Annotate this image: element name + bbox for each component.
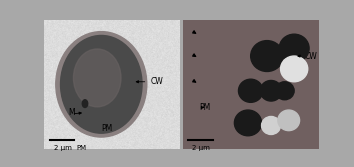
Text: 2 μm: 2 μm [54, 145, 72, 151]
Ellipse shape [260, 80, 282, 101]
Ellipse shape [56, 32, 147, 137]
Ellipse shape [281, 56, 308, 82]
Ellipse shape [275, 82, 294, 100]
FancyBboxPatch shape [179, 16, 323, 159]
Ellipse shape [73, 49, 121, 107]
Text: 2 μm: 2 μm [192, 145, 210, 151]
Text: CW: CW [305, 52, 318, 61]
Ellipse shape [262, 116, 281, 134]
Ellipse shape [239, 79, 263, 102]
Ellipse shape [61, 35, 142, 133]
Text: PM: PM [77, 145, 87, 151]
Ellipse shape [251, 41, 283, 71]
Text: M: M [69, 108, 75, 117]
Ellipse shape [82, 100, 88, 108]
Ellipse shape [278, 110, 299, 131]
Text: PM: PM [101, 124, 113, 133]
Text: CW: CW [150, 77, 163, 86]
Ellipse shape [234, 110, 262, 136]
Ellipse shape [279, 34, 309, 62]
Text: PM: PM [199, 103, 210, 112]
